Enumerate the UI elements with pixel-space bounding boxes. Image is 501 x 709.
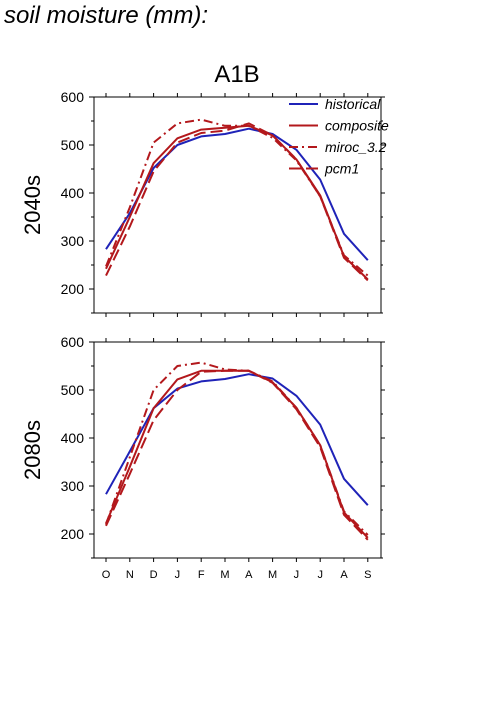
x-tick-label: J bbox=[294, 569, 300, 581]
x-tick-label: J bbox=[317, 569, 323, 581]
x-tick-label: A bbox=[340, 569, 348, 581]
legend-label: composite bbox=[325, 118, 389, 134]
panel-label: 2080s bbox=[20, 420, 45, 480]
x-tick-label: A bbox=[245, 569, 253, 581]
panel-2040s: 200 300 400 500 600 2040s historical composite m… bbox=[20, 89, 389, 317]
x-tick-label: D bbox=[150, 569, 158, 581]
x-tick-label: M bbox=[268, 569, 277, 581]
series-line-miroc-3-2 bbox=[105, 361, 369, 536]
plot-frame bbox=[93, 96, 382, 314]
x-tick-label: M bbox=[220, 569, 229, 581]
x-tick-label: F bbox=[198, 569, 205, 581]
y-tick-label: 200 bbox=[61, 281, 85, 297]
series-line-historical bbox=[105, 127, 369, 261]
x-tick-label: O bbox=[102, 569, 111, 581]
x-tick-label: S bbox=[364, 569, 371, 581]
legend: historical composite miroc_3.2 pcm1 bbox=[289, 96, 389, 177]
y-tick-label: 200 bbox=[61, 526, 85, 542]
y-tick-label: 400 bbox=[61, 185, 85, 201]
y-tick-label: 400 bbox=[61, 430, 85, 446]
series-line-composite bbox=[105, 369, 369, 539]
panel-2080s: 200 300 400 500 600 O N D J F M A M J J A S 2080s bbox=[20, 334, 385, 581]
y-tick-label: 600 bbox=[61, 334, 85, 350]
y-tick-label: 500 bbox=[61, 382, 85, 398]
series-line-pcm1 bbox=[105, 369, 369, 541]
legend-label: miroc_3.2 bbox=[325, 139, 387, 155]
x-tick-label: N bbox=[126, 569, 134, 581]
series-line-pcm1 bbox=[105, 122, 369, 282]
panel-label: 2040s bbox=[20, 175, 45, 235]
y-tick-label: 600 bbox=[61, 89, 85, 105]
plot-frame bbox=[93, 341, 382, 559]
y-tick-label: 500 bbox=[61, 137, 85, 153]
scenario-title: A1B bbox=[214, 61, 259, 88]
y-tick-label: 300 bbox=[61, 478, 85, 494]
legend-label: historical bbox=[325, 96, 381, 112]
page-title: soil moisture (mm): bbox=[4, 2, 209, 29]
legend-label: pcm1 bbox=[324, 161, 359, 177]
x-tick-label: J bbox=[175, 569, 181, 581]
y-tick-label: 300 bbox=[61, 233, 85, 249]
